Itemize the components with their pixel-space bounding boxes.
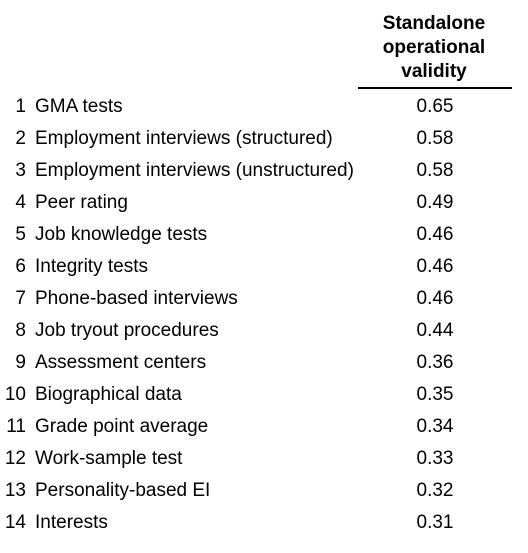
row-label: Phone-based interviews [35, 288, 238, 309]
row-value: 0.33 [416, 448, 454, 469]
table-row: 10 Biographical data 0.35 [0, 379, 528, 411]
row-value: 0.46 [416, 224, 454, 245]
table-row: 13 Personality-based EI 0.32 [0, 475, 528, 507]
row-value: 0.32 [416, 480, 454, 501]
table-row: 14 Interests 0.31 [0, 507, 528, 539]
row-value: 0.46 [416, 256, 454, 277]
row-label: Work-sample test [35, 448, 183, 469]
table-row: 12 Work-sample test 0.33 [0, 443, 528, 475]
row-label: Employment interviews (unstructured) [35, 160, 354, 181]
row-value: 0.44 [416, 320, 454, 341]
row-rank: 6 [15, 256, 26, 277]
row-label: Biographical data [35, 384, 182, 405]
row-label: Assessment centers [35, 352, 207, 373]
row-value: 0.31 [416, 512, 454, 533]
row-value: 0.35 [416, 384, 454, 405]
table-row: 9 Assessment centers 0.36 [0, 347, 528, 379]
column-header-line: Standalone [382, 13, 486, 34]
table-row: 6 Integrity tests 0.46 [0, 251, 528, 283]
row-rank: 1 [15, 96, 26, 117]
table-row: 8 Job tryout procedures 0.44 [0, 315, 528, 347]
table-row: 7 Phone-based interviews 0.46 [0, 283, 528, 315]
table-row: 1 GMA tests 0.65 [0, 91, 528, 123]
column-header-line: operational [382, 37, 486, 58]
column-header-line: validity [401, 61, 467, 82]
row-rank: 2 [15, 128, 26, 149]
row-rank: 13 [4, 480, 26, 501]
row-value: 0.65 [416, 96, 454, 117]
table-row: 5 Job knowledge tests 0.46 [0, 219, 528, 251]
row-label: Integrity tests [35, 256, 148, 277]
row-rank: 7 [15, 288, 26, 309]
row-value: 0.46 [416, 288, 454, 309]
row-label: Grade point average [35, 416, 209, 437]
table-row: 11 Grade point average 0.34 [0, 411, 528, 443]
row-label: Employment interviews (structured) [35, 128, 333, 149]
row-rank: 3 [15, 160, 26, 181]
row-value: 0.58 [416, 160, 454, 181]
row-label: Job knowledge tests [35, 224, 208, 245]
header-divider [358, 87, 512, 89]
row-rank: 8 [15, 320, 26, 341]
table-row: 2 Employment interviews (structured) 0.5… [0, 123, 528, 155]
row-label: Peer rating [35, 192, 128, 213]
row-label: Interests [35, 512, 108, 533]
row-rank: 14 [4, 512, 26, 533]
row-label: GMA tests [35, 96, 123, 117]
row-value: 0.34 [416, 416, 454, 437]
table-row: 3 Employment interviews (unstructured) 0… [0, 155, 528, 187]
row-label: Job tryout procedures [35, 320, 219, 341]
row-rank: 12 [4, 448, 26, 469]
row-rank: 11 [6, 416, 26, 437]
row-value: 0.49 [416, 192, 454, 213]
column-header: Standalone operational validity [356, 12, 512, 84]
row-rank: 10 [4, 384, 26, 405]
row-value: 0.58 [416, 128, 454, 149]
row-label: Personality-based EI [35, 480, 211, 501]
row-rank: 9 [15, 352, 26, 373]
row-rank: 4 [15, 192, 26, 213]
row-rank: 5 [15, 224, 26, 245]
table-row: 4 Peer rating 0.49 [0, 187, 528, 219]
table-body: 1 GMA tests 0.65 2 Employment interviews… [0, 91, 528, 539]
row-value: 0.36 [416, 352, 454, 373]
